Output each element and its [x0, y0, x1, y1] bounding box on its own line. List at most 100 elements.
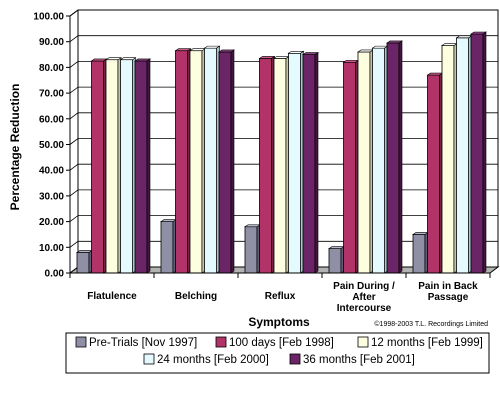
- bar: [258, 55, 276, 274]
- bar: [287, 50, 305, 274]
- credit-text: ©1998-2003 T.L. Recordings Limited: [374, 320, 488, 328]
- bar: [371, 45, 389, 274]
- category-labels: Flatulence Belching Reflux Pain During / Aft…: [87, 281, 478, 314]
- bar: [470, 31, 487, 274]
- y-axis-title: Percentage Reduction: [8, 84, 22, 211]
- legend-label: 12 months [Feb 1999]: [371, 337, 483, 349]
- bar-top: [244, 224, 261, 228]
- y-tick-label: 30.00: [39, 191, 64, 202]
- bar-front: [160, 221, 174, 274]
- bar-front: [456, 37, 469, 274]
- bar-front: [76, 252, 90, 274]
- bar-top: [357, 49, 374, 53]
- bar: [426, 72, 444, 274]
- bar-front: [427, 74, 440, 274]
- bar-top: [258, 56, 276, 59]
- bars: [76, 31, 487, 274]
- gridline: [69, 35, 498, 43]
- bar-top: [302, 52, 319, 55]
- bar-top: [189, 48, 206, 51]
- legend-swatch: [289, 353, 301, 365]
- bar-front: [357, 51, 371, 274]
- bar-side: [482, 31, 487, 274]
- bar: [134, 58, 151, 274]
- bar-front: [288, 52, 301, 274]
- bar-top: [386, 40, 403, 44]
- bar-front: [120, 59, 133, 274]
- bar-front: [372, 47, 385, 274]
- bar: [244, 224, 261, 274]
- bar-top: [287, 50, 305, 54]
- bar-side: [314, 51, 319, 274]
- x-tick-label: Belching: [175, 291, 217, 302]
- bar-front: [218, 51, 232, 274]
- bar-front: [470, 33, 484, 274]
- y-tick-label: 0.00: [45, 269, 65, 280]
- bar: [119, 57, 137, 274]
- legend-swatch: [215, 336, 227, 348]
- y-tick-label: 10.00: [39, 243, 64, 254]
- bar-front: [91, 60, 104, 274]
- bar-front: [175, 50, 188, 274]
- bar-top: [174, 48, 192, 51]
- legend-swatch: [75, 336, 87, 348]
- legend-label: 100 days [Feb 1998]: [229, 337, 334, 349]
- bar: [342, 59, 360, 274]
- bar: [189, 48, 206, 274]
- x-tick-label: Flatulence: [87, 291, 137, 302]
- bar-front: [343, 61, 356, 274]
- bar-front: [134, 60, 148, 274]
- bar-front: [189, 50, 203, 274]
- y-tick-label: 100.00: [33, 12, 64, 23]
- bar-side: [230, 49, 235, 274]
- bar: [328, 246, 345, 274]
- bar-front: [441, 45, 455, 274]
- bar-top: [426, 72, 444, 76]
- bar: [203, 45, 221, 274]
- bar-front: [273, 58, 287, 274]
- y-tick-label: 50.00: [39, 140, 64, 151]
- bar: [441, 42, 458, 274]
- bar-top: [455, 35, 473, 39]
- bar: [302, 51, 319, 274]
- bar-top: [160, 219, 177, 222]
- legend: Pre-Trials [Nov 1997] 100 days [Feb 1998]…: [65, 332, 490, 374]
- bar-top: [441, 43, 458, 46]
- axes: [66, 9, 491, 278]
- bar: [455, 35, 473, 274]
- bar: [273, 55, 290, 274]
- y-tick-labels: 0.00 10.00 20.00 30.00 40.00 50.00 60.00 70.00 8…: [33, 12, 64, 280]
- legend-box: [65, 332, 490, 374]
- bar: [412, 231, 429, 274]
- legend-swatch: [357, 336, 369, 348]
- legend-label: 36 months [Feb 2001]: [303, 354, 415, 366]
- axis-corner: [69, 9, 79, 17]
- y-tick-label: 70.00: [39, 89, 64, 100]
- bar-side: [398, 40, 403, 274]
- bar-front: [204, 47, 217, 274]
- y-tick-label: 40.00: [39, 166, 64, 177]
- y-tick-label: 20.00: [39, 217, 64, 228]
- bar-front: [328, 248, 342, 274]
- bar-top: [105, 57, 122, 60]
- legend-swatch: [143, 353, 155, 365]
- bar: [160, 219, 177, 274]
- bar-front: [244, 226, 258, 274]
- bar: [357, 49, 374, 274]
- bar-top: [412, 232, 429, 235]
- bar-top: [328, 246, 345, 249]
- bar-top: [273, 56, 290, 59]
- bar-top: [218, 49, 235, 53]
- bar-front: [386, 42, 400, 274]
- y-tick-label: 60.00: [39, 114, 64, 125]
- legend-label: Pre-Trials [Nov 1997]: [89, 337, 197, 349]
- bar-front: [412, 234, 426, 274]
- bar-top: [203, 45, 221, 49]
- y-tick-label: 80.00: [39, 63, 64, 74]
- bar-front: [105, 59, 119, 274]
- x-tick-label: Pain During / After Intercourse: [333, 281, 395, 314]
- y-tick-label: 90.00: [39, 37, 64, 48]
- bar-top: [134, 58, 151, 62]
- bar-front: [302, 54, 316, 274]
